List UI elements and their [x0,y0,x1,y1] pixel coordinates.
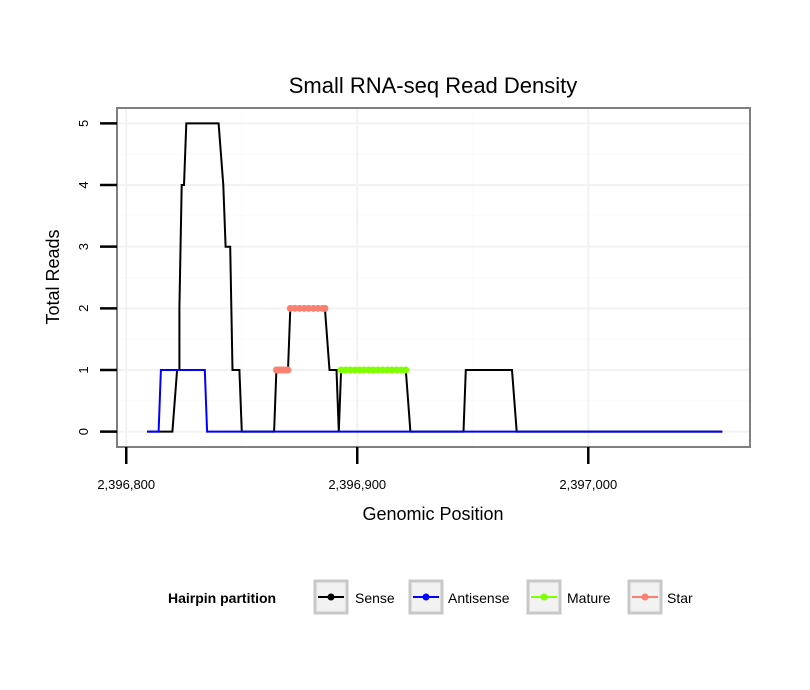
legend-label-sense: Sense [355,590,395,606]
legend-key-point-mature [540,593,548,601]
x-tick-label: 2,397,000 [559,477,617,492]
data-point-star [284,366,292,374]
grid-lines [118,109,749,446]
y-tick-label: 0 [76,428,91,435]
y-axis-title: Total Reads [43,229,63,324]
x-tick-label: 2,396,800 [97,477,155,492]
x-axis-title: Genomic Position [362,504,503,524]
legend-label-mature: Mature [567,590,611,606]
y-tick-label: 3 [76,243,91,250]
y-tick-label: 1 [76,366,91,373]
legend-key-point-antisense [422,593,430,601]
chart-title: Small RNA-seq Read Density [289,73,578,98]
x-tick-label: 2,396,900 [328,477,386,492]
legend: Hairpin partition Sense Antisense Mature St… [168,579,693,615]
data-point-mature [402,366,410,374]
y-tick-label: 2 [76,305,91,312]
y-tick-label: 5 [76,120,91,127]
legend-label-antisense: Antisense [448,590,510,606]
series-line-sense [147,122,723,433]
x-axis: 2,396,800 2,396,900 2,397,000 [97,447,617,492]
legend-label-star: Star [667,590,693,606]
series-line-antisense [147,369,723,433]
data-point-star [321,304,329,312]
y-tick-label: 4 [76,181,91,188]
legend-key-point-star [641,593,649,601]
series-layer [147,122,723,433]
y-axis: 0 1 2 3 4 5 [76,120,117,435]
legend-title: Hairpin partition [168,590,276,606]
legend-key-point-sense [327,593,335,601]
